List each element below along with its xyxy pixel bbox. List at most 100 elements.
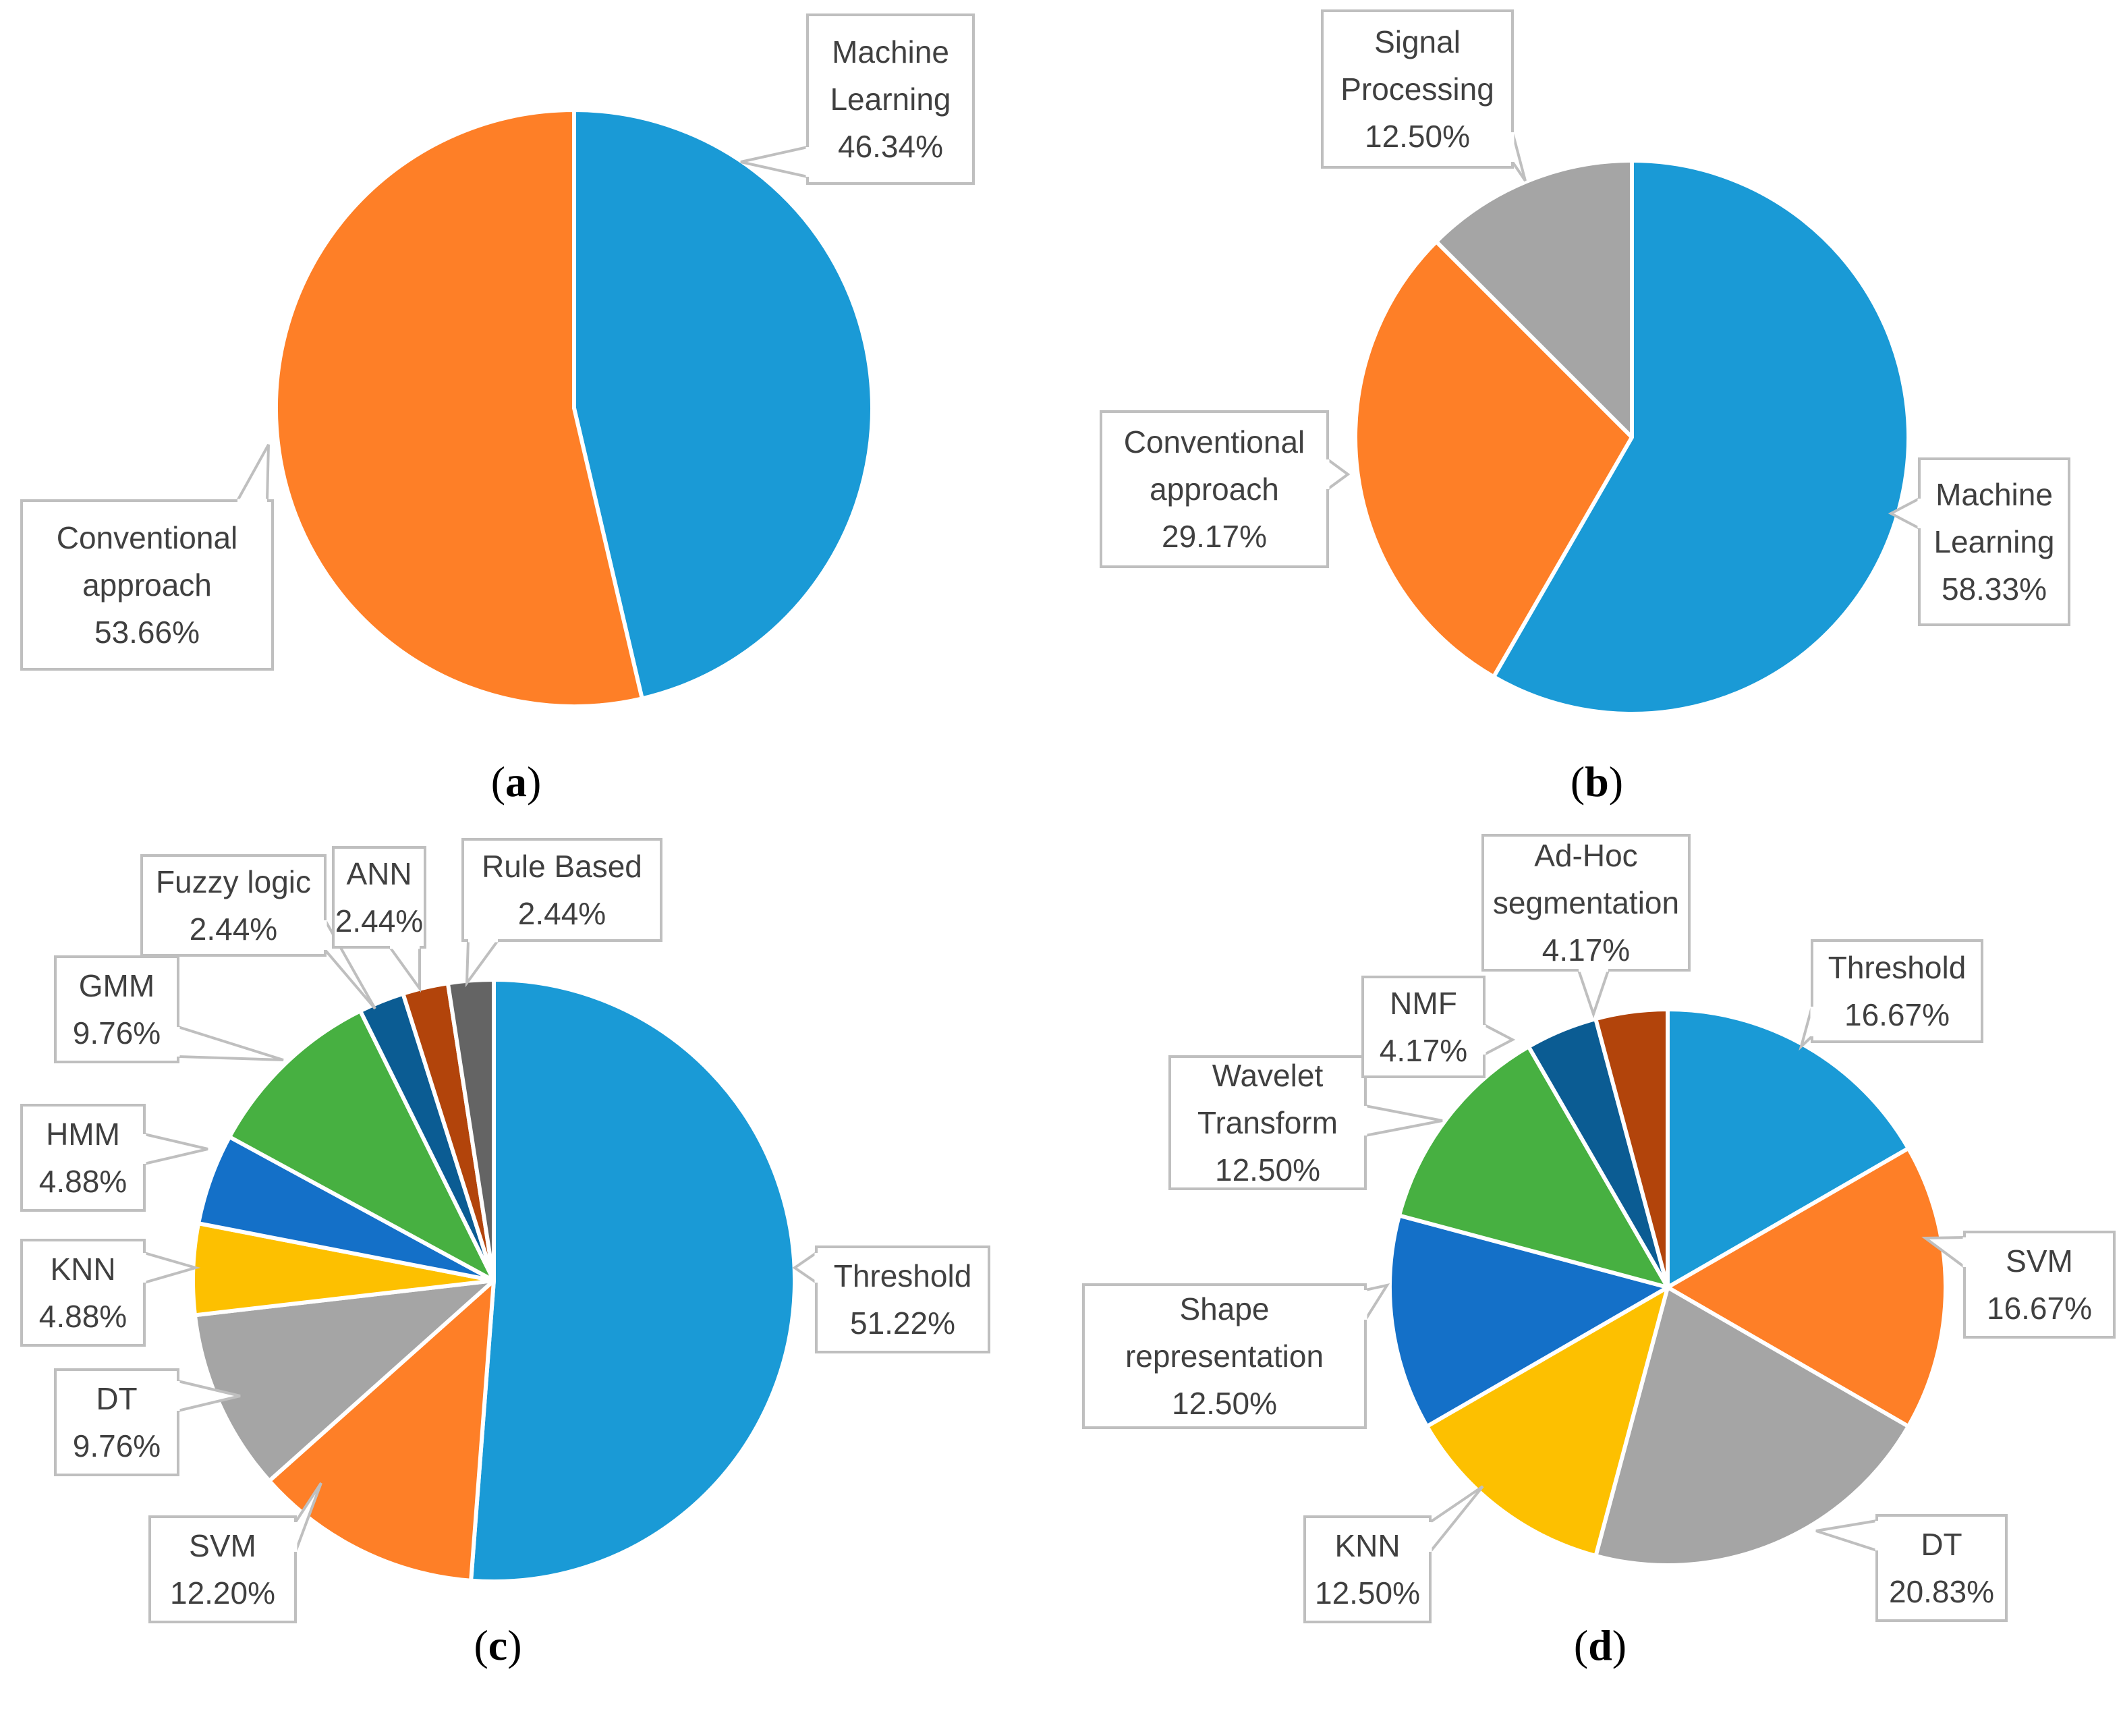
data-label-name: KNN (1334, 1528, 1400, 1563)
data-label-nmf: NMF 4.17% (1361, 976, 1516, 1078)
pie-slice-knn (1425, 1285, 1670, 1558)
data-label-value: 9.76% (73, 1015, 161, 1051)
pie-slices (190, 978, 797, 1584)
callout-box (1963, 1231, 2116, 1339)
pie-slice-threshold (469, 978, 797, 1584)
data-label-value: 2.44% (518, 896, 606, 931)
data-label-hmm: HMM 4.88% (20, 1104, 208, 1212)
data-label-name: Conventional (1124, 424, 1305, 459)
caption-open: ( (491, 758, 505, 806)
data-label-name: SVM (189, 1528, 256, 1563)
callout-box (1918, 457, 2070, 626)
pie-slice-machine-learning (572, 108, 874, 701)
data-label-machine-learning: Machine Learning 46.34% (740, 13, 975, 185)
callout-pointer (1511, 132, 1527, 182)
callout-box (20, 1239, 146, 1347)
data-label-value: 9.76% (73, 1428, 161, 1463)
data-label-value: 58.33% (1942, 571, 2047, 607)
caption-open: ( (474, 1621, 488, 1669)
callout-box (1321, 9, 1514, 169)
pie-slice-ad-hoc-segmentation (1593, 1007, 1670, 1289)
callout-box (1361, 976, 1486, 1078)
pie-slice-gmm (227, 1009, 496, 1283)
panel-d: Threshold 16.67% SVM 16.67% DT 20.83% KNN 12.50… (1060, 827, 2121, 1735)
data-label-name: representation (1125, 1339, 1324, 1374)
data-label-dt: DT 9.76% (54, 1368, 241, 1476)
callout-pointer (1429, 1485, 1484, 1556)
panel-b: Machine Learning 58.33% Conventional approac… (1060, 0, 2121, 868)
callout-pointer (1364, 1104, 1443, 1138)
data-label-name: Threshold (1828, 950, 1967, 985)
pie-slice-conventional-approach (1353, 240, 1634, 679)
data-label-name: KNN (50, 1252, 115, 1287)
data-label-knn: KNN 4.88% (20, 1239, 201, 1347)
data-label-gmm: GMM 9.76% (54, 955, 284, 1063)
pie-slices (1353, 159, 1911, 716)
callout-pointer (177, 1025, 284, 1061)
data-label-name: Learning (1933, 524, 2054, 559)
pie-slice-svm (1666, 1146, 1948, 1429)
data-label-name: DT (1921, 1527, 1962, 1562)
pie-slices (1388, 1007, 1948, 1567)
data-label-name: Signal (1374, 24, 1461, 59)
callout-pointer (143, 1251, 201, 1285)
callout-box (1082, 1283, 1367, 1429)
data-label-name: NMF (1390, 986, 1457, 1021)
data-label-name: approach (1150, 472, 1279, 507)
data-label-machine-learning: Machine Learning 58.33% (1888, 457, 2070, 626)
data-label-value: 4.88% (39, 1299, 127, 1334)
data-label-name: Learning (830, 82, 951, 117)
data-label-name: Ad-Hoc (1534, 838, 1637, 873)
pie-slice-shape-representation (1388, 1213, 1670, 1429)
caption-open: ( (1574, 1621, 1588, 1669)
pie-slice-signal-processing (1434, 159, 1634, 439)
callout-box (806, 13, 975, 185)
callout-box (140, 854, 327, 957)
panel-a: Machine Learning 46.34% Conventional approac… (0, 0, 1060, 868)
callout-pointer (792, 1250, 818, 1285)
data-label-value: 4.17% (1542, 932, 1630, 968)
panel-caption: (d) (1574, 1621, 1627, 1669)
callout-box (1100, 410, 1329, 568)
pie-slice-svm (267, 1279, 496, 1583)
data-label-svm: SVM 16.67% (1921, 1231, 2116, 1339)
data-label-ann: ANN 2.44% (332, 846, 426, 993)
caption-close: ) (507, 1621, 521, 1669)
caption-close: ) (527, 758, 541, 806)
pie-slice-dt (192, 1279, 496, 1483)
callout-box (148, 1515, 297, 1623)
panel-caption: (c) (474, 1621, 521, 1669)
data-label-value: 20.83% (1889, 1574, 1994, 1609)
callout-pointer (235, 444, 270, 502)
data-label-value: 16.67% (1844, 997, 1950, 1032)
pie-slice-threshold (1666, 1007, 1911, 1289)
callout-box (332, 846, 426, 949)
data-label-dt: DT 20.83% (1815, 1514, 2008, 1622)
data-label-value: 12.20% (170, 1575, 275, 1611)
data-label-name: Transform (1197, 1105, 1338, 1140)
caption-letter: d (1588, 1621, 1612, 1669)
data-label-threshold: Threshold 51.22% (792, 1245, 990, 1353)
data-label-knn: KNN 12.50% (1303, 1485, 1484, 1623)
data-label-name: DT (96, 1381, 137, 1416)
callout-box (1875, 1514, 2008, 1622)
data-label-conventional-approach: Conventional approach 53.66% (20, 444, 274, 671)
pie-slice-dt (1593, 1285, 1911, 1567)
callout-box (815, 1245, 990, 1353)
data-label-name: segmentation (1493, 885, 1679, 920)
callout-pointer (387, 946, 421, 993)
data-label-name: Fuzzy logic (156, 864, 311, 899)
callout-pointer (1483, 1022, 1516, 1057)
callout-box (54, 1368, 179, 1476)
pie-slice-conventional-approach (273, 108, 644, 708)
data-label-name: Machine (1935, 477, 2053, 512)
pie-slice-rule-based (445, 978, 496, 1283)
pie-chart-a: Machine Learning 46.34% Conventional approac… (20, 13, 975, 806)
data-label-value: 12.50% (1365, 119, 1470, 154)
data-label-shape-representation: Shape representation 12.50% (1082, 1283, 1390, 1429)
data-label-value: 12.50% (1215, 1152, 1320, 1187)
data-label-name: Machine (832, 34, 949, 69)
callout-pointer (1815, 1519, 1878, 1552)
data-label-name: Wavelet (1212, 1058, 1324, 1093)
